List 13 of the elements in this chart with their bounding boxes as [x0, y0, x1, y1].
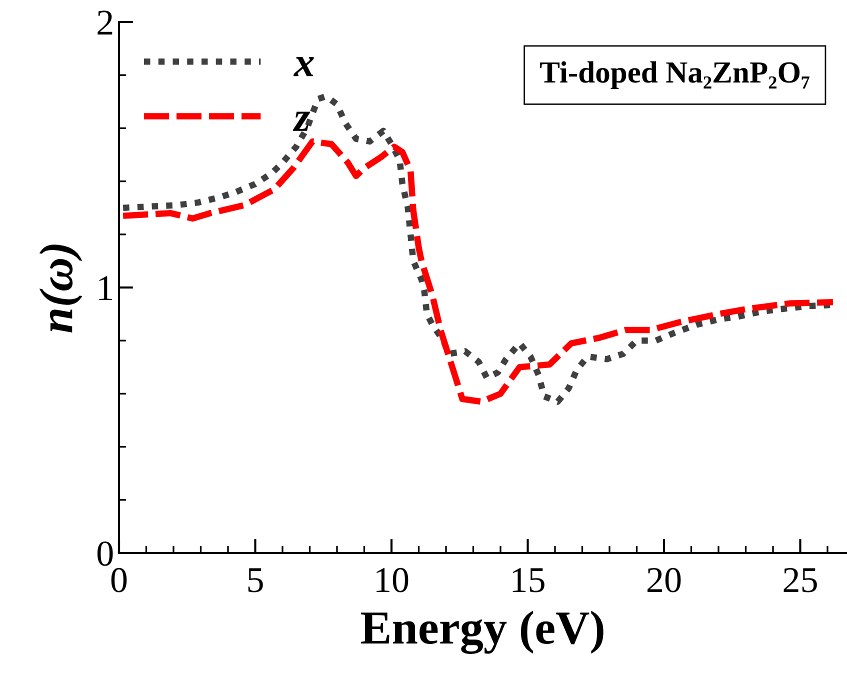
legend-label: z	[292, 112, 310, 131]
annotation: Ti-doped Na₂ZnP₂O₇	[540, 61, 810, 89]
y-tick-label: 0	[97, 542, 113, 566]
x-axis-title: Energy (eV)	[360, 610, 604, 654]
x-tick-label: 15	[512, 568, 544, 592]
legend-label: x	[293, 57, 314, 76]
x-tick-label: 10	[376, 568, 408, 592]
x-tick-label: 5	[248, 568, 263, 592]
x-tick-label: 25	[784, 568, 817, 592]
x-tick-label: 20	[648, 568, 681, 592]
y-axis-title: n(ω)	[39, 244, 82, 332]
y-tick-label: 2	[98, 10, 112, 35]
y-tick-label: 1	[99, 276, 112, 300]
